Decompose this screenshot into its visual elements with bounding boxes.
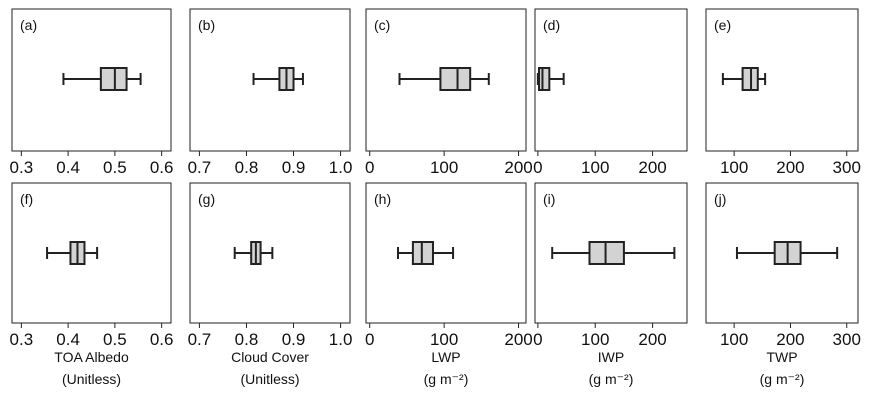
- x-tick-label: 0.4: [56, 330, 80, 349]
- x-tick-label: 0.5: [103, 158, 127, 177]
- x-tick-label: 100: [581, 330, 609, 349]
- x-tick-label: 0.5: [103, 330, 127, 349]
- panel-b: (b) 0.7 0.8 0.9 1.0: [188, 8, 353, 177]
- x-axis-unit: (g m⁻²): [424, 371, 469, 387]
- panel-label: (d): [543, 17, 560, 33]
- panel-f: (f) 0.3 0.4 0.5 0.6 TOA Albedo (Unitless): [10, 182, 174, 387]
- panel-i: (i) 0 100 200 IWP (g m⁻²): [533, 182, 688, 387]
- panel-frame: [365, 182, 527, 324]
- panel-label: (h): [374, 191, 391, 207]
- panel-label: (b): [198, 17, 215, 33]
- interquartile-box: [99, 67, 128, 91]
- panel-label: (c): [374, 17, 390, 33]
- x-tick-label: 200: [504, 330, 532, 349]
- panel-frame: [365, 8, 527, 152]
- panel-label: (j): [714, 191, 726, 207]
- x-axis-unit: (g m⁻²): [760, 371, 805, 387]
- panel-e: (e) 100 200 300: [705, 8, 861, 177]
- x-axis-unit: (Unitless): [62, 371, 121, 387]
- panel-frame: [189, 182, 351, 324]
- panel-frame: [11, 182, 172, 324]
- x-axis-label: Cloud Cover: [231, 349, 309, 365]
- panel-label: (f): [20, 191, 33, 207]
- panel-j: (j) 100 200 300 TWP (g m⁻²): [705, 182, 861, 387]
- x-tick-label: 200: [776, 330, 804, 349]
- panel-a: (a) 0.3 0.4 0.5 0.6: [10, 8, 174, 177]
- panel-c: (c) 0 100 200: [365, 8, 533, 177]
- x-axis-label: TOA Albedo: [54, 349, 129, 365]
- x-tick-label: 100: [430, 158, 458, 177]
- x-axis-label: IWP: [598, 349, 624, 365]
- panel-label: (a): [20, 17, 37, 33]
- panel-frame: [705, 8, 859, 152]
- x-tick-label: 200: [776, 158, 804, 177]
- panel-g: (g) 0.7 0.8 0.9 1.0 Cloud Cover (Unitless): [188, 182, 353, 387]
- x-tick-label: 0.9: [282, 330, 306, 349]
- x-tick-label: 0.3: [10, 158, 34, 177]
- x-tick-label: 0.6: [150, 330, 174, 349]
- x-tick-label: 0.3: [10, 330, 34, 349]
- x-axis-unit: (g m⁻²): [589, 371, 634, 387]
- x-tick-label: 0: [365, 330, 374, 349]
- x-tick-label: 0: [533, 158, 542, 177]
- interquartile-box: [588, 241, 625, 265]
- x-tick-label: 200: [504, 158, 532, 177]
- x-tick-label: 300: [833, 330, 861, 349]
- panel-frame: [11, 8, 172, 152]
- x-tick-label: 100: [720, 330, 748, 349]
- x-tick-label: 0.6: [150, 158, 174, 177]
- x-tick-label: 100: [581, 158, 609, 177]
- x-tick-label: 100: [720, 158, 748, 177]
- x-tick-label: 0.8: [235, 330, 259, 349]
- x-axis-label: TWP: [766, 349, 797, 365]
- interquartile-box: [439, 67, 472, 91]
- panel-label: (e): [714, 17, 731, 33]
- panel-label: (i): [543, 191, 555, 207]
- x-tick-label: 0: [533, 330, 542, 349]
- x-axis-label: LWP: [431, 349, 460, 365]
- x-tick-label: 0: [365, 158, 374, 177]
- x-tick-label: 0.7: [188, 158, 212, 177]
- panel-frame: [534, 8, 688, 152]
- panel-h: (h) 0 100 200 LWP (g m⁻²): [365, 182, 533, 387]
- x-tick-label: 0.7: [188, 330, 212, 349]
- x-tick-label: 300: [833, 158, 861, 177]
- panel-label: (g): [198, 191, 215, 207]
- x-tick-label: 0.8: [235, 158, 259, 177]
- x-axis-unit: (Unitless): [240, 371, 299, 387]
- panel-d: (d) 0 100 200: [533, 8, 688, 177]
- x-tick-label: 1.0: [329, 330, 353, 349]
- interquartile-box: [538, 67, 551, 91]
- x-tick-label: 100: [430, 330, 458, 349]
- x-tick-label: 0.4: [56, 158, 80, 177]
- x-tick-label: 200: [638, 330, 666, 349]
- panel-frame: [189, 8, 351, 152]
- x-tick-label: 200: [638, 158, 666, 177]
- x-tick-label: 1.0: [329, 158, 353, 177]
- x-tick-label: 0.9: [282, 158, 306, 177]
- panel-frame: [705, 182, 859, 324]
- interquartile-box: [411, 241, 434, 265]
- panel-frame: [534, 182, 688, 324]
